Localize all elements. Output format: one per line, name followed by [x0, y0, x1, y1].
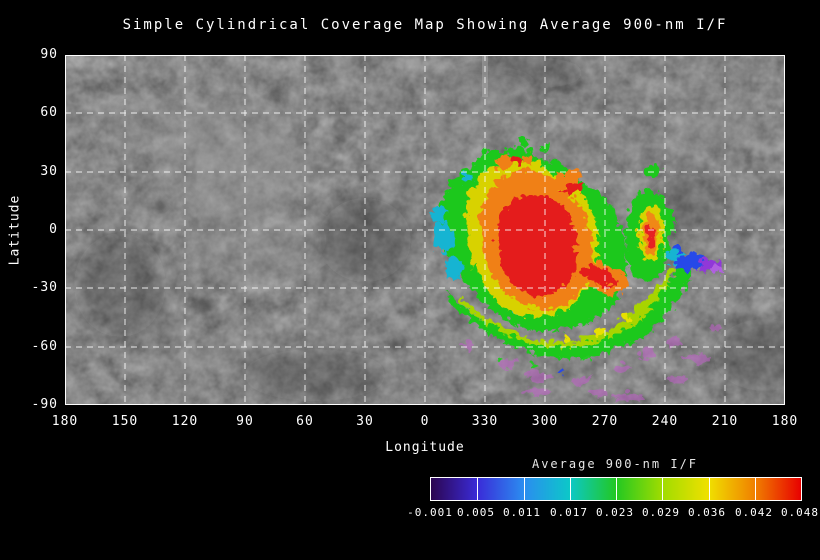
low-value-speckles — [457, 320, 721, 397]
coverage-overlay — [428, 135, 721, 397]
y-tick-label: 90 — [40, 47, 58, 62]
colorbar-divider — [523, 478, 525, 500]
x-tick-label: 120 — [171, 414, 199, 429]
colorbar-tick-label: 0.011 — [502, 506, 542, 519]
y-tick-label: 60 — [40, 105, 58, 120]
x-axis-title: Longitude — [385, 440, 465, 455]
x-tick-label: 0 — [420, 414, 430, 429]
x-tick-label: 90 — [236, 414, 254, 429]
x-tick-label: 270 — [591, 414, 619, 429]
colorbar — [430, 477, 802, 501]
page-title: Simple Cylindrical Coverage Map Showing … — [122, 17, 728, 33]
x-tick-label: 60 — [296, 414, 314, 429]
y-tick-label: 30 — [40, 164, 58, 179]
grid-lines — [65, 55, 785, 405]
map-svg — [65, 55, 817, 405]
x-tick-label: 240 — [651, 414, 679, 429]
x-tick-label: 30 — [356, 414, 374, 429]
colorbar-title: Average 900-nm I/F — [531, 457, 699, 471]
y-tick-label: -60 — [31, 339, 58, 354]
x-tick-label: 180 — [771, 414, 799, 429]
colorbar-divider — [754, 478, 756, 500]
colorbar-tick-label: 0.029 — [641, 506, 681, 519]
x-tick-label: 300 — [531, 414, 559, 429]
colorbar-divider — [477, 478, 479, 500]
colorbar-tick-label: -0.001 — [407, 506, 453, 519]
y-tick-label: -90 — [31, 397, 58, 412]
y-tick-label: 0 — [49, 222, 58, 237]
colorbar-divider — [569, 478, 571, 500]
colorbar-tick-label: 0.017 — [549, 506, 589, 519]
colorbar-tick-label: 0.042 — [734, 506, 774, 519]
colorbar-divider — [662, 478, 664, 500]
colorbar-tick-label: 0.036 — [687, 506, 727, 519]
x-tick-label: 210 — [711, 414, 739, 429]
map-plot-area — [65, 55, 817, 405]
colorbar-divider — [616, 478, 617, 500]
colorbar-divider — [708, 478, 710, 500]
colorbar-tick-label: 0.048 — [780, 506, 820, 519]
colorbar-tick-label: 0.023 — [595, 506, 635, 519]
colorbar-tick-label: 0.005 — [456, 506, 496, 519]
x-tick-label: 180 — [51, 414, 79, 429]
x-tick-label: 150 — [111, 414, 139, 429]
plot-border — [65, 55, 785, 405]
y-tick-label: -30 — [31, 280, 58, 295]
x-tick-label: 330 — [471, 414, 499, 429]
